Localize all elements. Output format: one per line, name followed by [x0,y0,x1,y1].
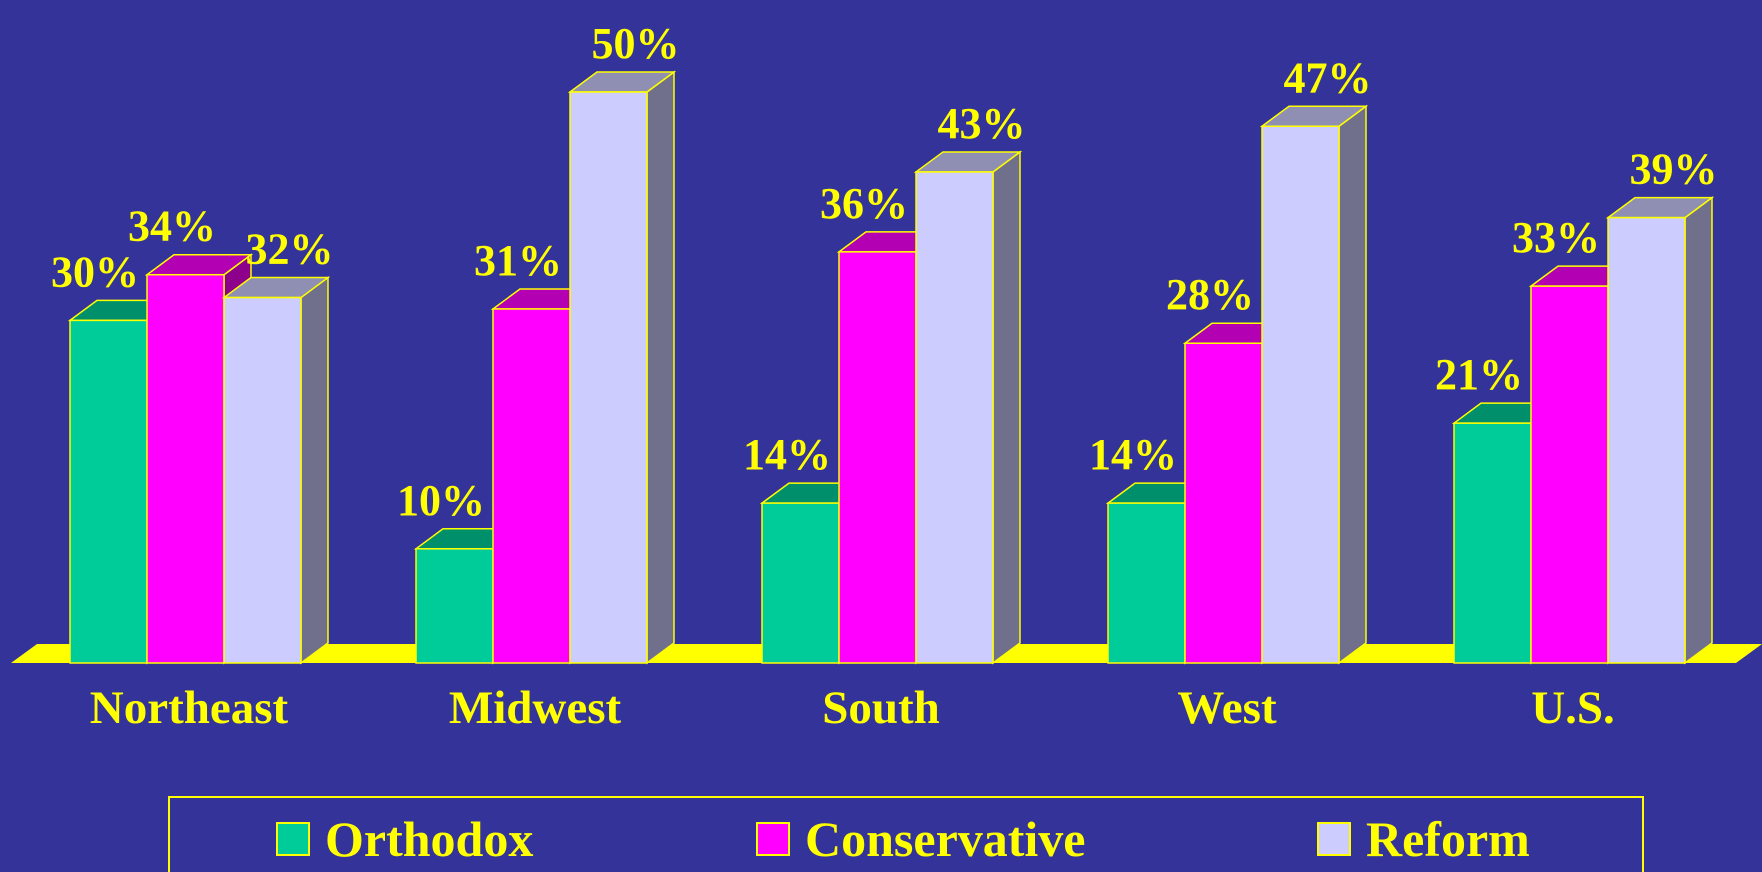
data-label: 14% [743,430,831,479]
data-label: 43% [938,99,1026,148]
data-label: 39% [1630,145,1718,194]
legend-label: Conservative [805,811,1086,867]
legend-label: Orthodox [325,811,533,867]
legend-swatch [756,822,790,856]
x-tick-label: U.S. [1531,682,1615,734]
bar [569,91,648,664]
data-label: 28% [1166,270,1254,319]
bar [1261,125,1340,664]
data-label: 14% [1089,430,1177,479]
bar-side [1684,196,1713,665]
bar [69,319,148,664]
x-tick-label: Northeast [90,682,289,734]
legend-box [168,796,1644,872]
bar [415,548,494,664]
bar [1184,342,1263,664]
bar [1607,216,1686,664]
bar [838,251,917,664]
bar [1530,285,1609,664]
bar [761,502,840,664]
data-label: 32% [246,225,334,274]
bar-side [646,70,675,665]
bar [1107,502,1186,664]
bar [223,296,302,664]
bar [492,308,571,664]
data-label: 21% [1435,350,1523,399]
bar [1453,422,1532,664]
legend-label: Reform [1366,811,1530,867]
data-label: 50% [592,19,680,68]
legend-swatch [276,822,310,856]
data-label: 31% [474,236,562,285]
bar [146,273,225,664]
x-tick-label: West [1177,682,1277,734]
bar-side [300,276,329,665]
data-label: 47% [1284,53,1372,102]
legend-swatch [1317,822,1351,856]
data-label: 34% [128,202,216,251]
data-label: 33% [1512,213,1600,262]
x-tick-label: Midwest [449,682,622,734]
bar-side [992,150,1021,665]
data-label: 30% [51,247,139,296]
bar [915,171,994,664]
x-tick-label: South [822,682,940,734]
data-label: 10% [397,476,485,525]
bar-side [1338,104,1367,665]
data-label: 36% [820,179,908,228]
